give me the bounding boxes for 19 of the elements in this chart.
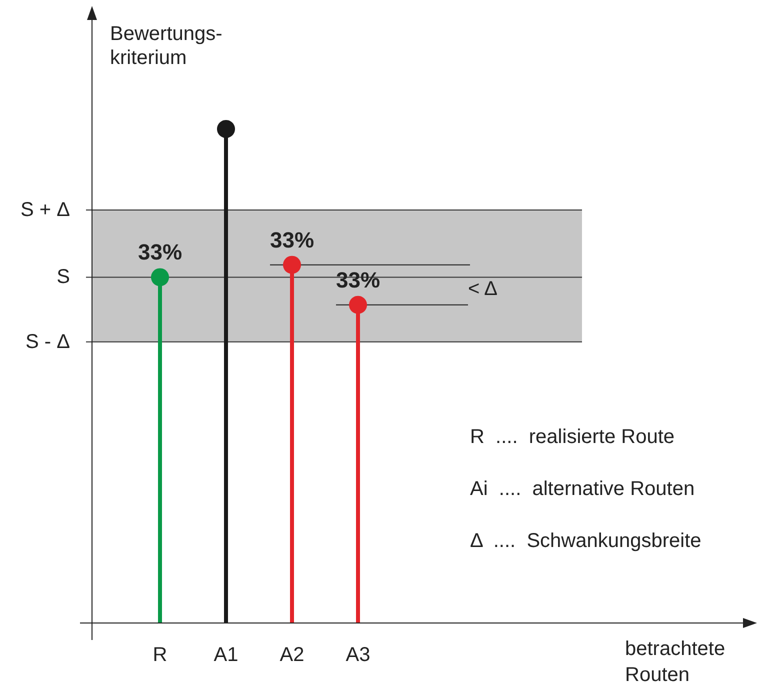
ref-line-label: S [56, 266, 70, 288]
x-tick-label: A2 [280, 644, 304, 666]
annotation: 33% [138, 240, 182, 265]
x-tick-label: R [152, 644, 168, 666]
point [151, 268, 169, 286]
y-axis-title: Bewertungs- kriterium [110, 23, 222, 69]
point [283, 256, 301, 274]
annotation: 33% [270, 227, 314, 252]
text: Δ .... Schwankungsbreite [470, 530, 702, 552]
text: R .... realisierte Route [470, 426, 675, 448]
point [349, 296, 367, 314]
text: Ai .... alternative Routen [470, 478, 695, 500]
x-tick-label: A1 [214, 644, 238, 666]
point [217, 120, 235, 138]
x-tick-label: A3 [346, 644, 370, 666]
text: < Δ [468, 278, 498, 300]
ref-line-label: S - Δ [26, 330, 70, 353]
text: betrachtete Routen [625, 638, 726, 686]
ref-line-label: S + Δ [20, 199, 70, 222]
